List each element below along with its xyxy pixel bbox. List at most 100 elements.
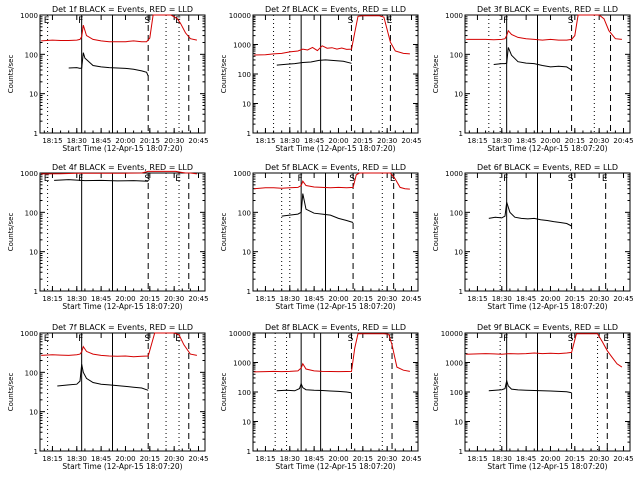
y-axis-label: Counts/sec: [220, 373, 228, 412]
plot-frame: [464, 332, 631, 452]
y-tick-label: 10: [454, 91, 463, 99]
x-tick-label: 18:15: [255, 137, 275, 145]
plot-frame: [39, 172, 206, 292]
events-series-line: [68, 52, 149, 77]
y-tick-label: 1000: [445, 12, 463, 20]
y-tick-label: 1: [34, 448, 38, 456]
plot-frame: [39, 14, 206, 134]
time-marker-label: F: [298, 174, 303, 184]
time-marker-label: S: [144, 334, 150, 344]
x-tick-label: 20:45: [401, 137, 421, 145]
x-axis-label: Start Time (12-Apr-15 18:07:20): [275, 462, 395, 471]
y-axis-label: Counts/sec: [432, 373, 440, 412]
time-marker-label: E: [175, 334, 181, 344]
x-axis-label: Start Time (12-Apr-15 18:07:20): [487, 462, 607, 471]
y-tick-label: 10: [242, 101, 251, 109]
x-axis-label: Start Time (12-Apr-15 18:07:20): [487, 144, 607, 153]
x-tick-label: 18:30: [280, 137, 300, 145]
x-tick-label: 20:15: [140, 295, 160, 303]
plot-frame: [39, 332, 206, 452]
y-axis-label: Counts/sec: [220, 55, 228, 94]
x-tick-label: 18:45: [516, 137, 536, 145]
x-tick-label: 20:00: [540, 295, 560, 303]
x-tick-label: 18:15: [467, 455, 487, 463]
y-axis-label: Counts/sec: [432, 55, 440, 94]
x-tick-label: 20:45: [613, 137, 633, 145]
x-tick-label: 18:30: [280, 455, 300, 463]
time-marker-label: S: [568, 16, 574, 26]
panel-title: Det 4f BLACK = Events, RED = LLD: [52, 163, 193, 172]
x-tick-label: 18:45: [91, 137, 111, 145]
y-axis-label: Counts/sec: [7, 213, 15, 252]
detector-panel-4: Det 4f BLACK = Events, RED = LLD 1 10 100 10…: [7, 163, 209, 311]
x-axis-label: Start Time (12-Apr-15 18:07:20): [62, 302, 182, 311]
x-tick-label: 18:45: [516, 295, 536, 303]
events-series-line: [493, 47, 572, 71]
y-tick-label: 1: [34, 288, 38, 296]
x-tick-label: 20:45: [613, 295, 633, 303]
y-tick-label: 1: [459, 130, 463, 138]
panel-title: Det 3f BLACK = Events, RED = LLD: [477, 5, 618, 14]
x-tick-label: 20:30: [377, 455, 397, 463]
x-tick-label: 20:45: [188, 295, 208, 303]
detector-panel-1: Det 1f BLACK = Events, RED = LLD 1 10 100 10…: [7, 5, 209, 153]
x-axis-label: Start Time (12-Apr-15 18:07:20): [62, 144, 182, 153]
y-tick-label: 1: [247, 130, 251, 138]
y-tick-label: 1: [247, 288, 251, 296]
x-tick-label: 18:30: [492, 137, 512, 145]
x-tick-label: 20:00: [115, 295, 135, 303]
x-tick-label: 18:15: [42, 137, 62, 145]
time-marker-label: E: [602, 174, 608, 184]
y-tick-label: 10: [29, 91, 38, 99]
x-tick-label: 20:15: [140, 137, 160, 145]
x-tick-label: 20:45: [188, 137, 208, 145]
time-marker-label: E: [390, 174, 396, 184]
events-series-line: [276, 382, 352, 394]
x-tick-label: 18:15: [255, 295, 275, 303]
x-tick-label: 20:15: [140, 455, 160, 463]
time-marker-label: E: [175, 16, 181, 26]
plot-frame: [464, 172, 631, 292]
y-tick-label: 1000: [445, 360, 463, 368]
x-axis-label: Start Time (12-Apr-15 18:07:20): [275, 144, 395, 153]
x-axis-label: Start Time (12-Apr-15 18:07:20): [275, 302, 395, 311]
panel-title: Det 8f BLACK = Events, RED = LLD: [265, 323, 406, 332]
y-tick-label: 100: [450, 209, 463, 217]
panel-title: Det 7f BLACK = Events, RED = LLD: [52, 323, 193, 332]
y-tick-label: 1: [247, 448, 251, 456]
plot-frame: [252, 172, 419, 292]
x-tick-label: 20:15: [565, 137, 585, 145]
lld-series-line: [254, 15, 410, 56]
x-tick-label: 18:15: [42, 295, 62, 303]
x-tick-label: 20:30: [589, 455, 609, 463]
x-tick-label: 20:30: [589, 295, 609, 303]
plot-frame: [464, 14, 631, 134]
y-tick-label: 1000: [233, 360, 251, 368]
x-tick-label: 20:30: [377, 137, 397, 145]
y-tick-label: 1: [459, 288, 463, 296]
x-tick-label: 18:45: [516, 455, 536, 463]
time-marker-label: F: [503, 334, 508, 344]
time-marker-label: F: [78, 334, 83, 344]
y-tick-label: 1000: [20, 12, 38, 20]
detector-panel-3: Det 3f BLACK = Events, RED = LLD 1 10 100 10…: [432, 5, 634, 153]
time-marker-label: F: [503, 16, 508, 26]
y-axis-label: Counts/sec: [7, 373, 15, 412]
y-tick-label: 100: [238, 389, 251, 397]
x-tick-label: 18:15: [467, 295, 487, 303]
panel-title: Det 2f BLACK = Events, RED = LLD: [265, 5, 406, 14]
time-marker-label: S: [349, 174, 355, 184]
x-tick-label: 18:45: [304, 295, 324, 303]
y-tick-label: 10: [242, 419, 251, 427]
events-series-line: [54, 179, 149, 182]
y-tick-label: 1000: [445, 170, 463, 178]
detector-panel-6: Det 6f BLACK = Events, RED = LLD 1 10 100 10…: [432, 163, 634, 311]
events-series-line: [488, 202, 572, 227]
events-series-line: [488, 378, 572, 394]
panel-title: Det 6f BLACK = Events, RED = LLD: [477, 163, 618, 172]
x-tick-label: 20:00: [328, 455, 348, 463]
time-marker-label: S: [568, 334, 574, 344]
y-tick-label: 100: [25, 51, 38, 59]
x-tick-label: 18:30: [492, 295, 512, 303]
